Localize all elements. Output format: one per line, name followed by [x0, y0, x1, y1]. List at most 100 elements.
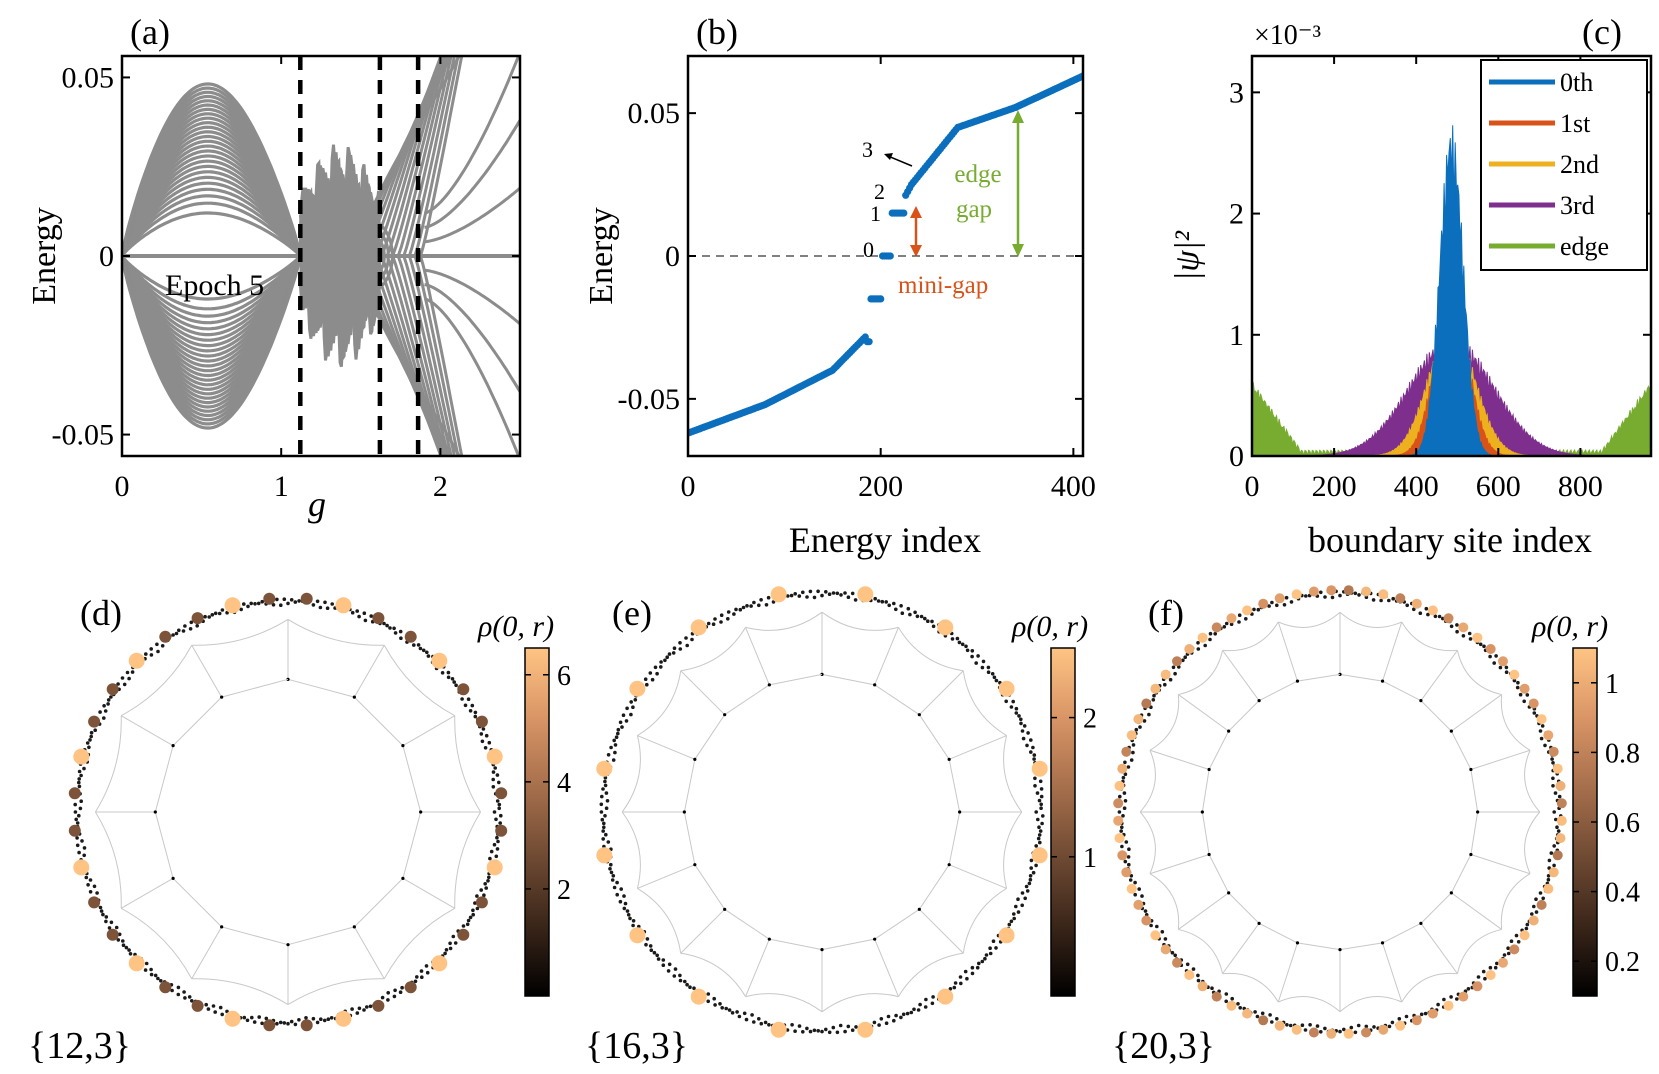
boundary-site-2: [1554, 817, 1558, 822]
density-bright-57: [1117, 850, 1128, 861]
panel-e-label: (e): [612, 593, 652, 633]
boundary-site-248: [738, 607, 743, 612]
boundary-site-337: [1540, 724, 1545, 728]
tiling-arc-2: [1456, 650, 1502, 696]
level-3-arrow: [887, 155, 913, 167]
boundary-site-244: [1244, 617, 1248, 621]
density-mid-8-1: [68, 824, 81, 837]
boundary-site-162: [84, 875, 89, 880]
boundary-site-12: [494, 854, 499, 859]
tiling-inner-vertex-15: [767, 683, 771, 687]
band-right-neg-12: [413, 255, 460, 456]
boundary-site-108: [220, 1012, 224, 1017]
density-bright-60: [1113, 798, 1124, 809]
band-left-pos-4: [122, 181, 302, 257]
panel-b-ytick-label-1: 0: [665, 240, 680, 273]
tiling-inner-edge-6: [1450, 854, 1472, 894]
boundary-site-121: [176, 992, 181, 997]
tiling-inner-vertex-12: [682, 810, 686, 814]
boundary-site-108: [1270, 1020, 1274, 1024]
boundary-site-135: [667, 962, 672, 967]
boundary-site-258: [242, 602, 246, 606]
tiling-arc-4: [383, 907, 456, 980]
boundary-site-122: [1224, 992, 1229, 996]
boundary-site-100: [1300, 1023, 1305, 1027]
boundary-site-91: [282, 1021, 287, 1025]
boundary-site-162: [1128, 878, 1133, 882]
tiling-spoke-4: [1470, 749, 1531, 770]
boundary-site-38: [453, 941, 458, 945]
boundary-site-353: [491, 785, 496, 789]
boundary-site-62: [923, 1005, 928, 1009]
boundary-site-334: [1017, 714, 1021, 718]
boundary-site-70: [894, 1013, 898, 1018]
boundary-site-189: [77, 777, 81, 781]
boundary-site-130: [678, 978, 683, 983]
boundary-site-218: [1168, 677, 1173, 682]
tiling-inner-edge-7: [1420, 892, 1452, 924]
boundary-site-308: [955, 636, 960, 641]
boundary-site-271: [289, 598, 294, 602]
tiling-inner-vertex-1: [352, 695, 356, 699]
boundary-site-288: [350, 610, 355, 615]
boundary-site-327: [1518, 692, 1523, 697]
boundary-site-26: [1532, 904, 1536, 909]
boundary-site-76: [872, 1020, 877, 1025]
panel-a-label: (a): [130, 12, 170, 52]
spectrum-point-210: [886, 252, 894, 260]
boundary-site-277: [846, 595, 851, 599]
boundary-site-340: [1021, 736, 1026, 741]
panel-c-ticks: 0 200 400 600 800 0 1 2 3: [1229, 56, 1651, 503]
density-bright-23: [1548, 867, 1559, 878]
tiling-inner-edge-6: [221, 926, 289, 946]
boundary-site-23: [482, 893, 486, 897]
boundary-site-237: [171, 633, 175, 637]
boundary-site-2: [494, 817, 498, 822]
boundary-site-270: [820, 593, 824, 598]
tiling-arc-4: [1003, 811, 1023, 889]
density-mid-6-1: [191, 999, 204, 1012]
density-mid-1-2: [475, 715, 488, 728]
boundary-site-230: [149, 647, 153, 651]
tiling-spoke-7: [191, 926, 223, 980]
boundary-site-248: [1256, 607, 1261, 612]
panel-c-axes-box: [1250, 54, 1653, 458]
boundary-site-246: [732, 612, 736, 616]
boundary-site-26: [1014, 904, 1018, 909]
tiling-inner-vertex-14: [1207, 852, 1211, 857]
boundary-site-46: [1488, 965, 1493, 970]
boundary-site-36: [1516, 940, 1521, 944]
boundary-site-98: [790, 1023, 794, 1027]
boundary-site-311: [1482, 644, 1486, 649]
tiling-arc-13: [1149, 873, 1180, 930]
band-left-neg-5: [122, 255, 302, 337]
boundary-site-295: [913, 610, 917, 615]
boundary-site-294: [908, 612, 912, 617]
panel-a-ytick-label-0: -0.05: [52, 419, 115, 452]
boundary-site-159: [619, 887, 623, 891]
tiling-inner-edge-9: [724, 908, 770, 940]
density-bright-35: [1411, 1015, 1422, 1026]
boundary-site-17: [1028, 874, 1033, 878]
boundary-site-358: [497, 802, 502, 807]
density-bright-12: [1519, 683, 1530, 694]
boundary-site-42: [443, 951, 447, 956]
band-right-neg-3: [363, 255, 445, 456]
boundary-site-100: [250, 1015, 254, 1020]
density-mid-5-2: [263, 1019, 276, 1032]
boundary-site-118: [718, 1002, 722, 1006]
boundary-site-122: [176, 985, 181, 990]
boundary-site-102: [242, 1015, 247, 1020]
boundary-site-318: [1498, 665, 1503, 670]
boundary-site-5: [1556, 829, 1561, 833]
panel-e-colorbar: [1050, 647, 1076, 997]
band-right-pos-13: [419, 56, 464, 257]
boundary-site-224: [1181, 658, 1185, 663]
boundary-site-76: [1390, 1020, 1395, 1025]
boundary-site-337: [1022, 724, 1027, 728]
tiling-inner-vertex-4: [958, 810, 962, 814]
tiling-inner-edge-17: [1228, 700, 1260, 732]
band-right-pos-10: [402, 56, 453, 257]
boundary-site-322: [452, 680, 457, 684]
boundary-site-299: [388, 626, 392, 630]
